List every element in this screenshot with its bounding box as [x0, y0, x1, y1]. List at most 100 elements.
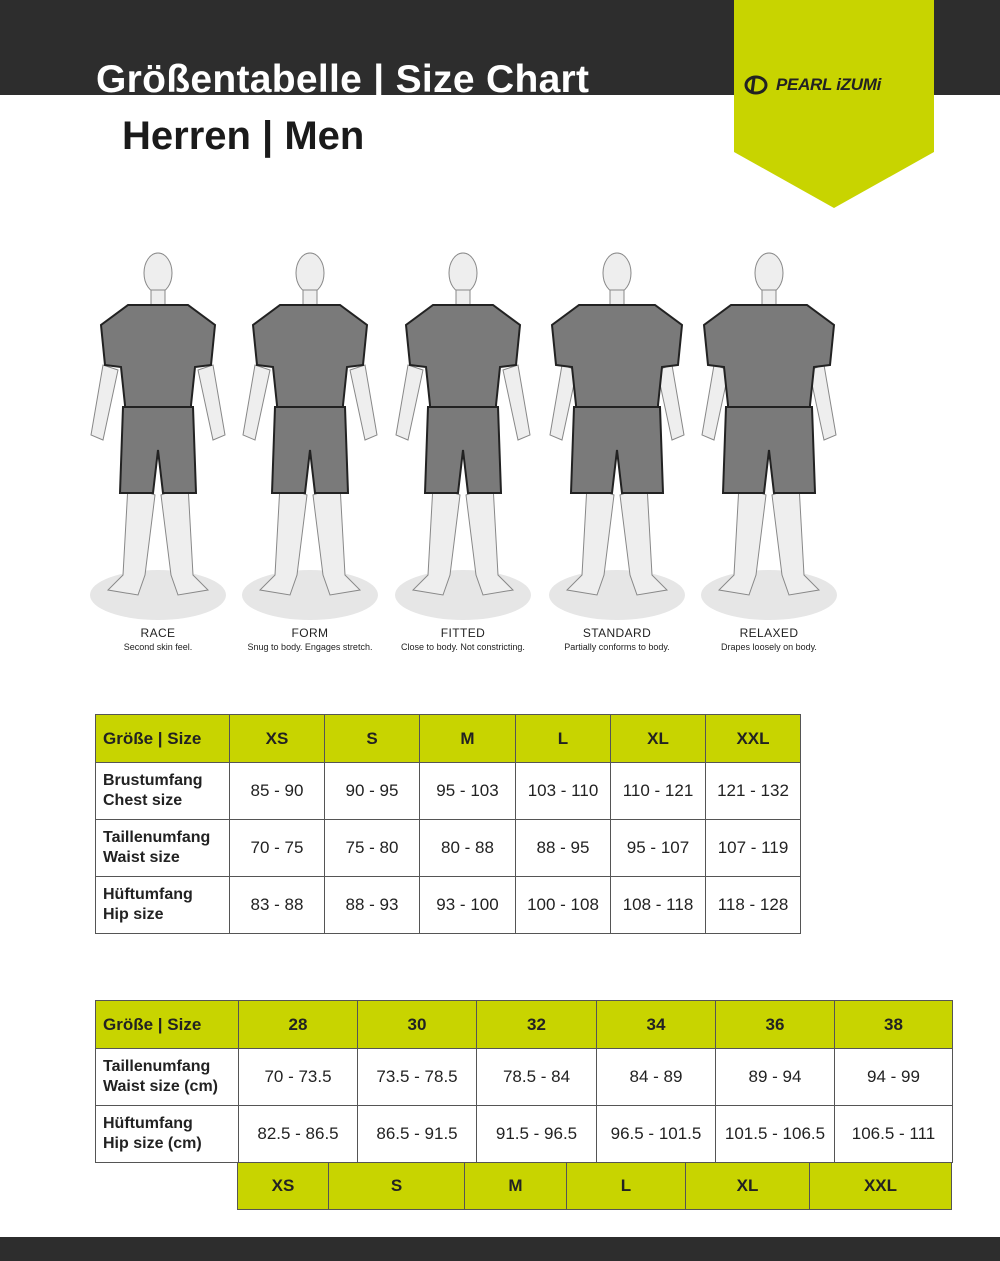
header-cell: S — [324, 714, 420, 763]
fit-name: RACE — [140, 626, 176, 640]
table-row: Taillenumfang Waist size (cm) 70 - 73.5 73.… — [95, 1048, 953, 1106]
fit-description: Drapes loosely on body. — [721, 642, 817, 652]
table-cell: 82.5 - 86.5 — [238, 1105, 358, 1163]
fit-figure-race — [83, 245, 233, 625]
table-cell: 84 - 89 — [596, 1048, 716, 1106]
table-cell: 94 - 99 — [834, 1048, 953, 1106]
page-subtitle: Herren | Men — [122, 114, 365, 158]
fit-name: FORM — [291, 626, 329, 640]
fit-figure-fitted — [388, 245, 538, 625]
header-cell: 34 — [596, 1000, 716, 1049]
header-cell: 38 — [834, 1000, 953, 1049]
row-label: Brustumfang Chest size — [95, 762, 230, 820]
fit-name: STANDARD — [582, 626, 652, 640]
table-cell: 101.5 - 106.5 — [715, 1105, 835, 1163]
letter-size-cell: M — [464, 1162, 567, 1210]
letter-size-row: XS S M L XL XXL — [237, 1162, 952, 1210]
header-cell: XXL — [705, 714, 801, 763]
table-row: Hüftumfang Hip size (cm) 82.5 - 86.5 86.5 -… — [95, 1105, 953, 1163]
header-cell: Größe | Size — [95, 714, 230, 763]
table-cell: 89 - 94 — [715, 1048, 835, 1106]
fit-caption: RELAXED Drapes loosely on body. — [684, 626, 854, 652]
letter-size-cell: XXL — [809, 1162, 952, 1210]
row-label-de: Brustumfang — [103, 772, 203, 789]
row-label-en: Hip size (cm) — [103, 1135, 202, 1152]
fit-description: Snug to body. Engages stretch. — [247, 642, 373, 652]
table-cell: 93 - 100 — [419, 876, 516, 934]
row-label-de: Taillenumfang — [103, 1058, 211, 1075]
pearl-izumi-logo-icon — [744, 75, 768, 95]
table-row: Taillenumfang Waist size 70 - 75 75 - 80 80 … — [95, 819, 801, 877]
apparel-size-table: Größe | Size XS S M L XL XXL Brustumfang Chest s… — [95, 714, 801, 934]
table-cell: 78.5 - 84 — [476, 1048, 597, 1106]
fit-caption: FORM Snug to body. Engages stretch. — [225, 626, 395, 652]
fit-caption: RACE Second skin feel. — [73, 626, 243, 652]
table-cell: 118 - 128 — [705, 876, 801, 934]
header-cell: XS — [229, 714, 325, 763]
row-label-de: Hüftumfang — [103, 1115, 193, 1132]
table-cell: 83 - 88 — [229, 876, 325, 934]
fit-name: FITTED — [440, 626, 486, 640]
row-label: Hüftumfang Hip size — [95, 876, 230, 934]
fit-description: Partially conforms to body. — [564, 642, 670, 652]
page-title: Größentabelle | Size Chart — [96, 58, 590, 101]
brand-banner — [734, 0, 934, 208]
fit-description: Close to body. Not constricting. — [401, 642, 525, 652]
brand-name: PEARL iZUMi — [776, 75, 882, 94]
row-label-en: Waist size — [103, 849, 180, 866]
table-cell: 121 - 132 — [705, 762, 801, 820]
header-cell: 36 — [715, 1000, 835, 1049]
header-cell: 30 — [357, 1000, 477, 1049]
table-cell: 110 - 121 — [610, 762, 706, 820]
header-cell: 28 — [238, 1000, 358, 1049]
table-cell: 100 - 108 — [515, 876, 611, 934]
letter-size-cell: XL — [685, 1162, 810, 1210]
table-cell: 75 - 80 — [324, 819, 420, 877]
table-row: Brustumfang Chest size 85 - 90 90 - 95 95 - … — [95, 762, 801, 820]
header-row: Größe | Size XS S M L XL XXL — [95, 714, 801, 763]
row-label: Taillenumfang Waist size — [95, 819, 230, 877]
fit-description: Second skin feel. — [123, 642, 193, 652]
table-cell: 95 - 107 — [610, 819, 706, 877]
bottoms-size-table: Größe | Size 28 30 32 34 36 38 Taillenumfang Wai… — [95, 1000, 953, 1163]
row-label-en: Waist size (cm) — [103, 1078, 218, 1095]
header-cell: 32 — [476, 1000, 597, 1049]
table-cell: 88 - 95 — [515, 819, 611, 877]
header-cell: L — [515, 714, 611, 763]
row-label-de: Hüftumfang — [103, 886, 193, 903]
table-row: Hüftumfang Hip size 83 - 88 88 - 93 93 - 100… — [95, 876, 801, 934]
header-row: Größe | Size 28 30 32 34 36 38 — [95, 1000, 953, 1049]
row-label: Hüftumfang Hip size (cm) — [95, 1105, 239, 1163]
table-cell: 70 - 73.5 — [238, 1048, 358, 1106]
table-cell: 88 - 93 — [324, 876, 420, 934]
table-cell: 108 - 118 — [610, 876, 706, 934]
fit-figure-standard — [542, 245, 692, 625]
row-label-en: Chest size — [103, 792, 183, 809]
fit-name: RELAXED — [739, 626, 799, 640]
table-cell: 106.5 - 111 — [834, 1105, 953, 1163]
brand-logo: PEARL iZUMi — [744, 74, 881, 96]
row-label-en: Hip size — [103, 906, 164, 923]
row-label: Taillenumfang Waist size (cm) — [95, 1048, 239, 1106]
fit-figure-relaxed — [694, 245, 844, 625]
table-cell: 96.5 - 101.5 — [596, 1105, 716, 1163]
table-cell: 103 - 110 — [515, 762, 611, 820]
header-cell: Größe | Size — [95, 1000, 239, 1049]
table-cell: 90 - 95 — [324, 762, 420, 820]
letter-size-cell: S — [328, 1162, 465, 1210]
header-cell: M — [419, 714, 516, 763]
header-cell: XL — [610, 714, 706, 763]
table-cell: 86.5 - 91.5 — [357, 1105, 477, 1163]
table-cell: 107 - 119 — [705, 819, 801, 877]
table-cell: 73.5 - 78.5 — [357, 1048, 477, 1106]
fit-caption: FITTED Close to body. Not constricting. — [378, 626, 548, 652]
table-cell: 70 - 75 — [229, 819, 325, 877]
fit-figure-form — [235, 245, 385, 625]
table-cell: 80 - 88 — [419, 819, 516, 877]
footer-bar — [0, 1237, 1000, 1261]
fit-caption: STANDARD Partially conforms to body. — [532, 626, 702, 652]
letter-size-cell: XS — [237, 1162, 329, 1210]
row-label-de: Taillenumfang — [103, 829, 211, 846]
table-cell: 95 - 103 — [419, 762, 516, 820]
table-cell: 91.5 - 96.5 — [476, 1105, 597, 1163]
